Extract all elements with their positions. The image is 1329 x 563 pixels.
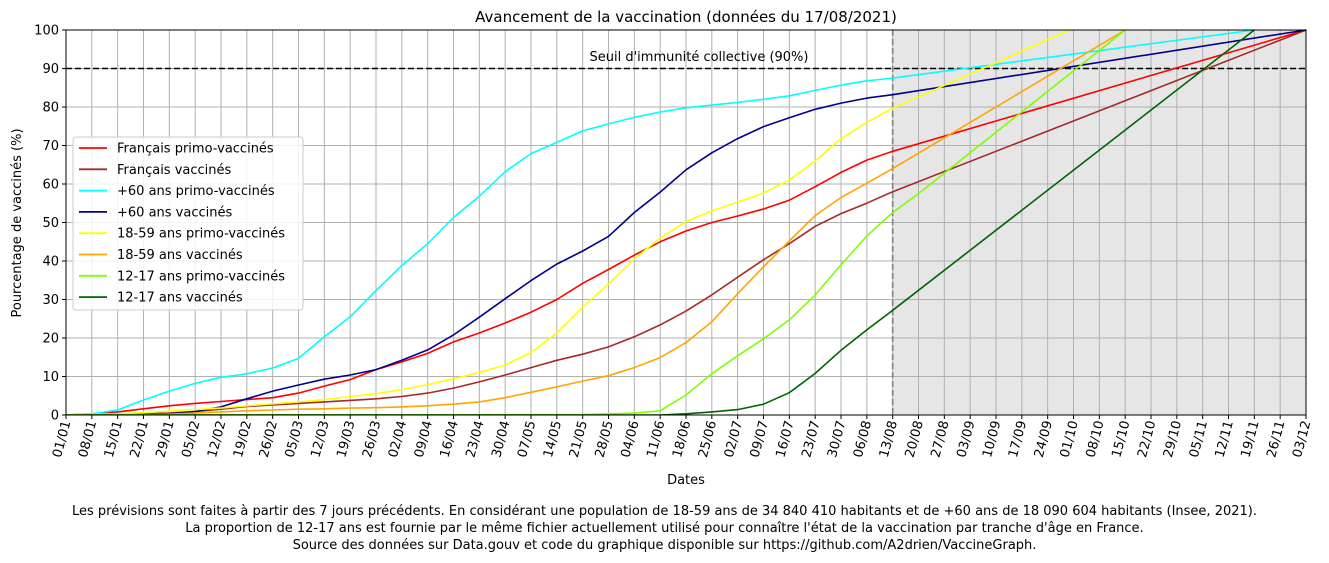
x-tick-label: 16/07 [773, 419, 797, 459]
y-tick-label: 50 [42, 216, 59, 231]
x-tick-label: 05/11 [1187, 419, 1211, 459]
footnote-line-3: Source des données sur Data.gouv et code… [292, 538, 1037, 553]
series-line-5 [66, 29, 1071, 415]
x-tick-label: 01/10 [1058, 419, 1082, 459]
x-tick-label: 13/08 [877, 419, 901, 459]
x-tick-label: 15/10 [1109, 419, 1133, 459]
series-line-8 [66, 29, 1255, 415]
x-tick-label: 06/08 [851, 419, 875, 459]
y-tick-label: 60 [42, 178, 59, 193]
chart-title: Avancement de la vaccination (données du… [475, 8, 897, 26]
legend-label: 12-17 ans vaccinés [117, 291, 243, 306]
x-tick-label: 09/04 [412, 419, 436, 459]
x-tick-label: 18/06 [670, 419, 694, 459]
x-tick-label: 10/09 [980, 419, 1004, 459]
y-tick-label: 100 [34, 24, 59, 39]
x-tick-label: 26/02 [257, 419, 281, 459]
y-axis-label: Pourcentage de vaccinés (%) [10, 128, 25, 317]
x-tick-label: 19/11 [1238, 419, 1262, 459]
x-tick-label: 14/05 [541, 419, 565, 459]
x-tick-label: 26/03 [360, 419, 384, 459]
x-tick-label: 24/09 [1032, 419, 1056, 459]
legend-box [72, 136, 304, 311]
x-tick-label: 27/08 [928, 419, 952, 459]
x-tick-label: 20/08 [903, 419, 927, 459]
legend-label: +60 ans vaccinés [117, 205, 232, 220]
x-tick-label: 08/01 [76, 419, 100, 459]
series-line-1 [66, 29, 1306, 415]
x-tick-label: 22/01 [128, 419, 152, 459]
series-line-4 [66, 29, 1306, 415]
legend-label: 12-17 ans primo-vaccinés [117, 269, 285, 284]
x-tick-label: 05/02 [179, 419, 203, 459]
y-tick-label: 90 [42, 62, 59, 77]
x-tick-label: 05/03 [283, 419, 307, 459]
series-lines [66, 29, 1306, 415]
legend-label: Français primo-vaccinés [117, 142, 274, 157]
threshold-label: Seuil d'immunité collective (90%) [590, 50, 809, 65]
x-tick-label: 12/03 [308, 419, 332, 459]
y-tick-label: 30 [42, 293, 59, 308]
legend-label: +60 ans primo-vaccinés [117, 184, 275, 199]
y-tick-label: 70 [42, 139, 59, 154]
x-tick-label: 26/11 [1264, 419, 1288, 459]
x-tick-label: 09/07 [748, 419, 772, 459]
x-tick-label: 04/06 [618, 419, 642, 459]
legend-label: 18-59 ans primo-vaccinés [117, 227, 285, 242]
legend-label: 18-59 ans vaccinés [117, 248, 243, 263]
x-tick-label: 30/07 [825, 419, 849, 459]
x-tick-label: 02/04 [386, 419, 410, 459]
x-tick-label: 29/01 [153, 419, 177, 459]
x-tick-label: 19/02 [231, 419, 255, 459]
x-tick-label: 03/12 [1290, 419, 1314, 459]
x-tick-label: 28/05 [593, 419, 617, 459]
x-tick-label: 15/01 [102, 419, 126, 459]
y-tick-label: 80 [42, 101, 59, 116]
x-tick-label: 23/04 [463, 419, 487, 459]
x-tick-label: 11/06 [644, 419, 668, 459]
y-tick-label: 0 [51, 409, 59, 424]
x-tick-label: 17/09 [1006, 419, 1030, 459]
series-line-3 [66, 29, 1255, 415]
x-tick-label: 08/10 [1083, 419, 1107, 459]
x-tick-label: 01/01 [50, 419, 74, 459]
x-tick-label: 25/06 [696, 419, 720, 459]
x-tick-label: 30/04 [489, 419, 513, 459]
x-tick-label: 12/11 [1213, 419, 1237, 459]
footnote-line-2: La proportion de 12-17 ans est fournie p… [185, 521, 1144, 536]
x-tick-label: 23/07 [799, 419, 823, 459]
x-tick-label: 22/10 [1135, 419, 1159, 459]
x-tick-label: 16/04 [438, 419, 462, 459]
y-tick-label: 20 [42, 332, 59, 347]
x-tick-label: 03/09 [954, 419, 978, 459]
x-tick-label: 02/07 [722, 419, 746, 459]
x-tick-label: 19/03 [334, 419, 358, 459]
series-line-6 [66, 29, 1126, 415]
legend: Français primo-vaccinés Français vaccinés… [72, 136, 304, 311]
y-tick-label: 40 [42, 255, 59, 270]
x-tick-label: 07/05 [515, 419, 539, 459]
x-tick-label: 12/02 [205, 419, 229, 459]
x-axis-label: Dates [667, 473, 705, 488]
x-tick-label: 29/10 [1161, 419, 1185, 459]
x-tick-label: 21/05 [567, 419, 591, 459]
y-tick-label: 10 [42, 370, 59, 385]
footnote-line-1: Les prévisions sont faites à partir des … [72, 504, 1257, 519]
series-line-7 [66, 29, 1126, 415]
legend-label: Français vaccinés [117, 163, 232, 178]
